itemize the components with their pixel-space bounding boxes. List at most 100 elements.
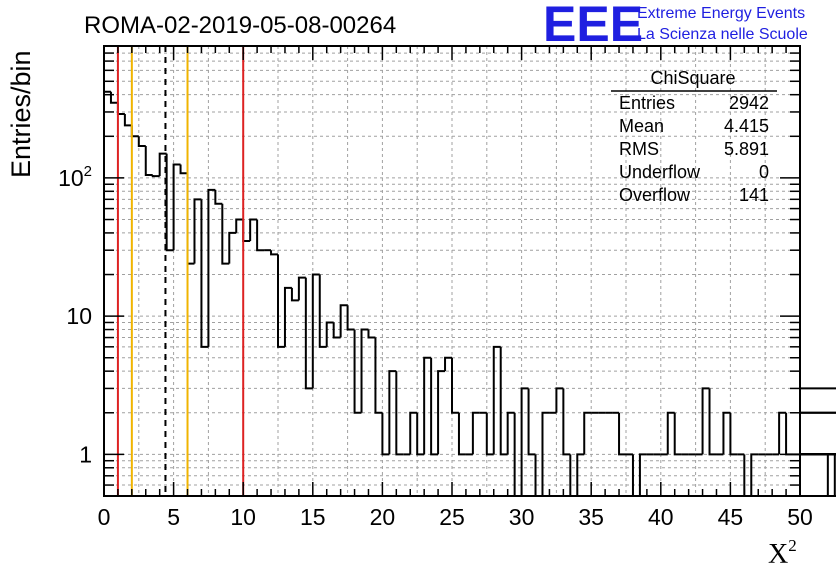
- histogram-bin: [451, 357, 459, 414]
- stats-row-value: 141: [739, 185, 769, 205]
- histogram-bin: [311, 273, 320, 389]
- histogram-bin: [800, 495, 836, 497]
- histogram-bin: [249, 218, 258, 241]
- histogram-bin: [800, 453, 836, 456]
- histogram-bin: [800, 453, 836, 456]
- histogram-bin: [638, 453, 647, 496]
- histogram-bin: [277, 254, 285, 348]
- histogram-bin: [214, 189, 223, 205]
- x-axis-label-symbol: Χ: [768, 539, 788, 570]
- histogram-bin: [130, 125, 139, 138]
- stats-rows: Entries 2942 Mean 4.415 RMS 5.891 Underflow 0 Ov…: [619, 93, 769, 205]
- histogram-bin: [673, 412, 682, 456]
- histogram-bin: [444, 356, 452, 372]
- histogram-bin: [562, 388, 571, 456]
- y-tick-labels: 1 10 102: [58, 163, 92, 467]
- histogram-bin: [800, 387, 836, 390]
- x-tick-label: 50: [787, 504, 813, 530]
- histogram-bin: [423, 356, 432, 455]
- stats-row-label: Mean: [619, 116, 664, 136]
- x-tick-labels: 0 5 10 15 20 25 30 35 40 45 50: [98, 504, 813, 530]
- histogram-bin: [800, 495, 836, 497]
- x-tick-label: 15: [300, 504, 326, 530]
- histogram-bin: [179, 164, 188, 175]
- histogram-bin: [346, 305, 355, 331]
- histogram-bin: [151, 174, 160, 178]
- histogram-bin: [332, 322, 341, 339]
- histogram-bin: [457, 412, 466, 456]
- histogram-bin: [708, 388, 717, 456]
- histogram-bin: [583, 411, 592, 455]
- histogram-bin: [800, 454, 836, 497]
- x-tick-label: 45: [718, 504, 744, 530]
- histogram-bin: [123, 113, 132, 127]
- histogram-bin: [228, 231, 237, 264]
- histogram-bin: [290, 287, 299, 302]
- histogram-bin: [388, 370, 397, 455]
- histogram-bin: [137, 136, 146, 148]
- eee-logo-text: EEE: [543, 0, 643, 52]
- histogram-bin: [165, 153, 174, 252]
- histogram-bin: [381, 412, 390, 456]
- histogram-bin: [109, 91, 118, 104]
- histogram-bin: [395, 371, 404, 456]
- histogram-bin: [800, 453, 829, 496]
- x-tick-label: 20: [370, 504, 396, 530]
- x-axis-label-superscript: 2: [788, 536, 797, 555]
- histogram-bin: [430, 357, 439, 456]
- histogram-bin: [800, 495, 836, 497]
- x-tick-label: 10: [230, 504, 256, 530]
- histogram-bin: [374, 337, 383, 414]
- axis-ticks: [103, 46, 801, 496]
- y-tick-label: 102: [58, 163, 92, 191]
- histogram-bin: [520, 387, 529, 496]
- histogram-bin: [800, 453, 836, 456]
- stats-row-label: Underflow: [619, 162, 701, 182]
- histogram-bin: [800, 453, 836, 456]
- x-tick-label: 25: [439, 504, 465, 530]
- histogram-bin: [800, 495, 836, 497]
- histogram-bin: [144, 146, 153, 176]
- histogram-bin: [471, 411, 480, 455]
- histogram-bin: [172, 163, 181, 251]
- histogram-bin: [367, 329, 376, 339]
- histogram-bin: [527, 388, 536, 456]
- x-tick-label: 5: [167, 504, 180, 530]
- histogram-bin: [785, 412, 794, 456]
- histogram-bin: [242, 219, 251, 242]
- histogram-bin: [666, 411, 675, 455]
- histogram-bin: [541, 411, 550, 496]
- histogram-bin: [722, 411, 731, 455]
- histogram-bin: [416, 412, 425, 456]
- eee-logo-line1: Extreme Energy Events: [637, 5, 805, 22]
- run-title: ROMA-02-2019-05-08-00264: [84, 12, 396, 39]
- histogram-bin: [256, 219, 265, 252]
- histogram-bin: [409, 411, 418, 455]
- stats-row-value: 2942: [729, 93, 769, 113]
- histogram-bin: [353, 329, 362, 414]
- histogram-bin: [325, 321, 334, 347]
- x-tick-label: 30: [509, 504, 535, 530]
- histogram-bin: [221, 203, 230, 265]
- stats-row-label: Overflow: [619, 185, 691, 205]
- y-tick-label: 1: [79, 441, 92, 467]
- eee-logo-line2: La Scienza nelle Scuole: [637, 26, 808, 43]
- stats-row-label: Entries: [619, 93, 675, 113]
- histogram-bin: [506, 411, 515, 455]
- histogram-bin: [339, 304, 348, 338]
- histogram-bin: [360, 328, 369, 413]
- histogram-bin: [701, 387, 710, 455]
- x-axis-label: Χ2: [768, 536, 797, 570]
- stats-row-value: 4.415: [724, 116, 769, 136]
- histogram-bin: [270, 250, 278, 256]
- histogram-bin: [304, 277, 313, 390]
- histogram-bin: [499, 346, 508, 456]
- histogram-bin: [193, 198, 202, 264]
- histogram-bin: [800, 453, 836, 456]
- histogram-bin: [750, 453, 759, 496]
- histogram-bin: [207, 188, 216, 347]
- stats-box: ChiSquare Entries 2942 Mean 4.415 RMS 5.891 Un…: [611, 68, 777, 205]
- histogram-bin: [158, 152, 167, 177]
- histogram-bin: [283, 286, 292, 347]
